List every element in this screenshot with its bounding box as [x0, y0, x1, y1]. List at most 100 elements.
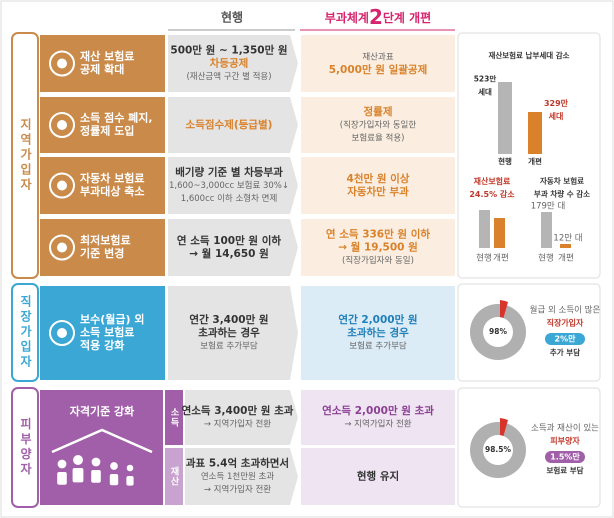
text-line: 보험료 추가부담	[349, 341, 407, 352]
icon	[126, 464, 134, 472]
bar-value: 12만 대	[553, 234, 582, 244]
panel-title: 재산보험료 납부세대 감소	[488, 50, 569, 60]
bar-label: 개편	[493, 253, 509, 264]
text-line: 부과 차량 수 감소	[534, 189, 590, 199]
bar-label: 현행	[498, 156, 512, 166]
text-line: 소득 보험료	[80, 325, 134, 339]
text-line: 소득과 재산이 있는	[531, 423, 599, 434]
text-line: 재산보험료	[474, 176, 511, 186]
text-line: 차등공제	[210, 57, 249, 70]
text-line: 세대	[478, 87, 492, 97]
text-line: 보험료 추가부담	[200, 341, 258, 352]
tag-box	[165, 390, 183, 445]
column-header: 부과체계2단계 개편	[325, 5, 431, 29]
text-line: 연소득 1천만원 초과	[201, 471, 275, 482]
text-line: 보수(월급) 외	[80, 312, 144, 326]
icon	[110, 462, 118, 470]
icon	[91, 457, 101, 467]
text-line: 재산 보험료	[80, 49, 134, 63]
header-part: 단계 개편	[383, 10, 431, 25]
icon	[109, 474, 119, 486]
bar	[498, 82, 512, 154]
bar-value: 179만 대	[531, 202, 566, 212]
icon	[49, 320, 75, 346]
icon	[57, 120, 67, 130]
text-line: → 월 14,650 원	[189, 247, 269, 260]
text-line: 직장가입자	[547, 318, 584, 328]
text-line: 기준 변경	[80, 246, 124, 260]
icon	[57, 180, 67, 191]
current-cell	[185, 390, 298, 445]
icon	[49, 172, 75, 199]
text-line: 329만	[544, 98, 569, 108]
icon	[57, 58, 67, 69]
tag: 소득	[169, 407, 179, 427]
text-line: 4천만 원 이상	[347, 172, 410, 185]
text-line: 보험료 부담	[546, 465, 583, 475]
text-line: 523만	[474, 74, 497, 84]
text-line: 과표 5.4억 초과하면서	[186, 457, 289, 470]
current-cell	[168, 286, 298, 380]
icon	[126, 476, 134, 486]
icon	[49, 112, 75, 138]
pie-label: 98%	[489, 327, 507, 336]
text-line: 소득 점수 폐지,	[80, 111, 153, 125]
text-line: 2%만	[555, 334, 577, 344]
section-bracket	[11, 387, 39, 508]
text-line: 자동차 보험료	[540, 176, 584, 186]
text-line: 연 소득 336만 원 이하	[326, 228, 430, 241]
column-header: 현행	[221, 10, 243, 25]
bar-label: 개편	[558, 253, 574, 264]
section-label: 직장가입자	[19, 294, 33, 370]
bar	[541, 212, 552, 248]
section-label: 피부양자	[19, 416, 33, 477]
text-line: → 월 19,500 원	[338, 241, 418, 254]
text-line: 24.5% 감소	[469, 189, 515, 199]
reform-cell	[301, 286, 455, 380]
badge	[545, 333, 585, 345]
text-line: 세대	[549, 111, 564, 121]
icon	[73, 455, 83, 465]
section-label: 지역가입자	[19, 117, 33, 193]
text-line: 배기량 기준 별 차등부과	[175, 166, 283, 179]
icon	[57, 472, 67, 485]
icon	[72, 468, 84, 483]
reform-cell	[301, 448, 455, 505]
text-line: 피부양자	[550, 436, 580, 446]
bar	[494, 218, 505, 248]
tag: 재산	[169, 465, 179, 486]
pie-hole	[483, 435, 513, 465]
text-line: 1,600~3,000cc 보험료 30%↓	[169, 181, 289, 191]
side-panel	[457, 32, 601, 279]
icon	[91, 470, 101, 483]
current-cell	[168, 157, 298, 214]
text-line: 재산과표	[362, 52, 393, 63]
section-bracket	[11, 32, 39, 279]
bar	[528, 112, 542, 154]
text-line: 적용 강화	[80, 338, 124, 352]
text-line: 초과하는 경우	[198, 326, 260, 339]
header-part: 부과체계	[325, 10, 369, 25]
text-line: 연소득 2,000만 원 초과	[322, 404, 434, 417]
badge	[545, 451, 585, 463]
text-line: 소득점수제(등급별)	[186, 118, 273, 131]
text-line: (재산금액 구간 별 적용)	[186, 71, 271, 82]
text-line: 1,600cc 이하 소형차 면제	[181, 193, 278, 204]
text-line: 월급 외 소득이 많은	[530, 305, 601, 316]
text-line: 자격기준 강화	[70, 404, 135, 418]
text-line: 보험료율 적용)	[352, 133, 405, 144]
text-line: 연 소득 100만 원 이하	[177, 234, 281, 247]
text-line: 정률제	[364, 105, 393, 118]
text-line: 1.5%만	[550, 452, 580, 462]
icon	[49, 50, 75, 77]
text-line: 연소득 3,400만 원 초과	[182, 404, 294, 417]
text-line: 초과하는 경우	[347, 326, 409, 339]
text-line: → 지역가입자 전환	[204, 484, 271, 495]
text-line: 공제 확대	[80, 62, 124, 76]
section-bracket	[11, 283, 39, 382]
reform-cell	[301, 35, 455, 92]
text-line: 5,000만 원 일괄공제	[329, 63, 427, 76]
text-line: 자동차만 부과	[347, 185, 409, 198]
